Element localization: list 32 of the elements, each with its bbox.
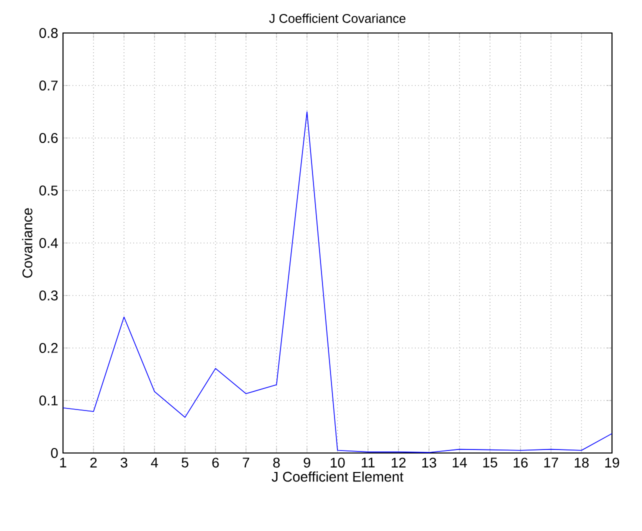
y-tick-label: 0.1 — [39, 396, 58, 406]
x-tick-label: 3 — [120, 458, 128, 468]
x-tick-label: 16 — [514, 458, 528, 468]
x-tick-label: 8 — [273, 458, 280, 468]
x-tick-label: 10 — [330, 458, 345, 468]
x-tick-label: 11 — [362, 458, 375, 468]
x-tick-label: 5 — [182, 458, 188, 468]
y-axis-title: Covariance — [22, 208, 32, 278]
y-tick-label: 0.7 — [39, 80, 58, 90]
chart-title: J Coefficient Covariance — [269, 14, 406, 23]
x-tick-label: 15 — [483, 458, 498, 468]
y-tick-label: 0.5 — [39, 186, 58, 196]
y-tick-label: 0.6 — [39, 133, 58, 143]
x-tick-label: 17 — [544, 458, 558, 468]
y-tick-label: 0.3 — [39, 290, 58, 300]
y-tick-label: 0.8 — [39, 28, 58, 38]
x-axis-title: J Coefficient Element — [272, 471, 404, 482]
x-tick-label: 4 — [150, 458, 158, 468]
x-tick-label: 12 — [392, 458, 406, 468]
x-tick-label: 6 — [212, 458, 219, 468]
x-tick-label: 18 — [574, 458, 589, 468]
x-tick-label: 2 — [90, 458, 97, 468]
x-tick-label: 13 — [422, 458, 436, 468]
y-tick-label: 0.4 — [39, 238, 58, 248]
x-tick-label: 1 — [60, 458, 66, 468]
line-series — [63, 111, 612, 453]
y-tick-label: 0 — [51, 448, 58, 458]
x-tick-label: 7 — [242, 458, 250, 468]
x-tick-label: 14 — [452, 458, 467, 468]
x-tick-label: 19 — [605, 458, 620, 468]
y-tick-label: 0.2 — [39, 343, 58, 353]
x-tick-label: 9 — [304, 458, 310, 468]
